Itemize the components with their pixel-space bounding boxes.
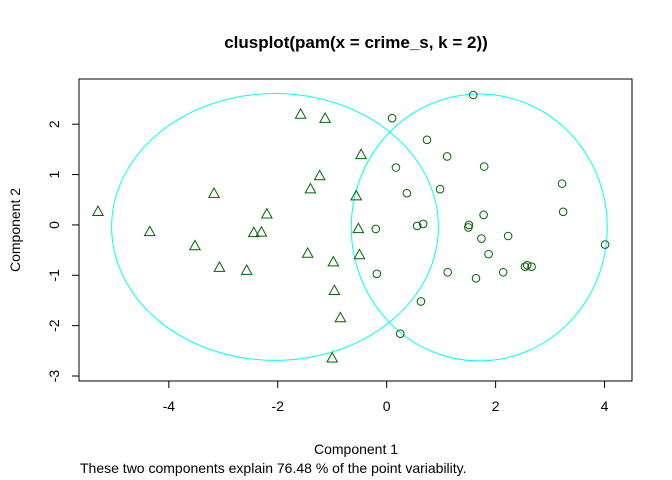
cluster-2-point [387,113,397,123]
x-tick-label: -4 [163,398,176,414]
cluster-2-point [479,162,489,171]
cluster-1-point [352,222,365,234]
cluster-1-point [328,284,341,296]
cluster-2-point [477,234,486,243]
cluster-2-point [418,219,428,229]
chart-subtitle: These two components explain 76.48 % of … [80,460,467,476]
cluster-2-point [484,249,493,259]
cluster-1-point [255,225,268,237]
cluster-2-point [442,152,452,161]
chart-title: clusplot(pam(x = crime_s, k = 2)) [224,33,488,52]
x-tick-label: -2 [272,398,285,414]
y-tick-label: 2 [46,120,62,128]
cluster-2-point [558,207,568,217]
x-axis-label: Component 1 [314,441,398,457]
cluster-1-point [91,205,105,216]
cluster-2-point [468,90,478,100]
cluster-2-point [464,220,474,230]
cluster-2-point [395,329,405,339]
y-tick-label: -1 [46,269,62,282]
cluster-1-point [326,351,339,363]
cluster-2-point [422,135,432,145]
cluster-2-point [520,262,530,272]
cluster-2-point [412,221,422,231]
cluster-1-point [260,207,273,219]
cluster-2-point [402,188,412,198]
x-tick-label: 0 [383,398,391,414]
cluster-2-point [471,274,481,283]
cluster-2-point [391,163,401,172]
cluster-1-point [247,226,260,238]
y-tick-label: -2 [46,319,62,332]
cluster-1-point [294,107,307,119]
cluster-1-point [207,186,221,198]
x-axis: -4 -2 0 2 4 [163,380,609,414]
y-tick-label: 0 [46,221,62,229]
cluster-1-point [304,182,317,194]
cluster-2-point [557,179,567,188]
y-axis: -3 -2 -1 0 1 2 [46,120,80,383]
cluster-2-point [372,269,382,279]
cluster-1-point [301,246,314,258]
cluster-1-point [143,225,156,237]
cluster-2-point [503,231,513,241]
cluster-2-point [479,210,488,220]
cluster-1-point [334,311,347,323]
cluster-ellipse-2 [350,93,608,362]
y-tick-label: -3 [46,370,62,383]
cluster-2-point [416,297,426,306]
cluster-1-point [313,169,326,181]
cluster-1-point [213,260,226,272]
cluster-1-point [319,111,332,123]
cluster-1-point [188,239,202,251]
cluster-1-point [327,255,340,267]
y-tick-label: 1 [46,170,62,178]
cluster-2-point [527,262,536,272]
cluster-1-point [353,248,366,260]
cluster-2-point [443,267,452,277]
cluster-1-point [355,148,368,160]
cluster-2-point [522,260,532,270]
cluster-2-point [371,224,381,234]
cluster-2-point [498,267,508,277]
cluster-ellipse-1 [111,92,439,361]
plot-frame [78,78,633,382]
cluster-2-point [600,240,610,249]
y-axis-label: Component 2 [7,188,23,272]
cluster-2-point [435,184,445,194]
x-tick-label: 2 [492,398,500,414]
cluster-1-point [350,189,363,201]
cluster-1-point [240,264,253,275]
x-tick-label: 4 [601,398,609,414]
